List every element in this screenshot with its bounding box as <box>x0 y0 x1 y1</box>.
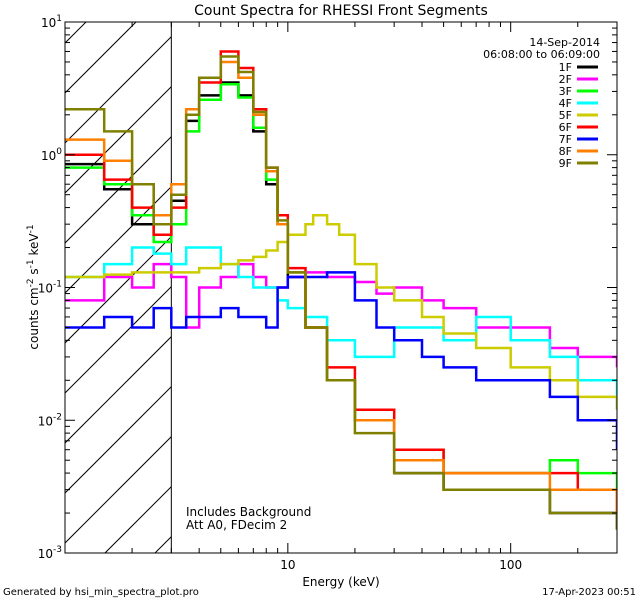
spectra-series <box>65 50 617 530</box>
y-tick-label: 10-1 <box>38 280 62 296</box>
legend-label-3F: 3F <box>559 85 572 98</box>
footer-generated-by: Generated by hsi_min_spectra_plot.pro <box>3 587 199 598</box>
footer-timestamp: 17-Apr-2023 00:51 <box>542 587 636 598</box>
x-tick-label: 10 <box>280 558 295 572</box>
legend-label-5F: 5F <box>559 109 572 122</box>
series-8F <box>65 60 617 513</box>
hatch-line <box>65 22 187 144</box>
series-5F <box>65 214 617 410</box>
hatch-line <box>65 22 137 94</box>
annotation-background: Includes Background <box>186 505 311 519</box>
legend-label-7F: 7F <box>559 133 572 146</box>
observation-date: 14-Sep-2014 <box>529 36 600 49</box>
x-tick-labels: 10 100 <box>280 558 522 572</box>
legend-label-6F: 6F <box>559 121 572 134</box>
series-7F <box>65 271 617 450</box>
series-9F <box>65 55 617 530</box>
y-axis-label: counts cm-2 s-1 keV-1 <box>26 224 41 349</box>
legend-label-8F: 8F <box>559 145 572 158</box>
legend-label-1F: 1F <box>559 61 572 74</box>
axis-ticks <box>64 21 618 554</box>
legend-label-2F: 2F <box>559 73 572 86</box>
x-axis-label: Energy (keV) <box>302 575 379 589</box>
series-4F <box>65 246 617 410</box>
y-tick-label: 100 <box>41 147 62 163</box>
y-tick-labels: 101 100 10-1 10-2 10-3 <box>38 14 63 561</box>
y-tick-label: 101 <box>41 14 62 30</box>
legend-label-4F: 4F <box>559 97 572 110</box>
y-tick-label: 10-2 <box>38 412 62 428</box>
legend-label-9F: 9F <box>559 157 572 170</box>
annotation-attenuator: Att A0, FDecim 2 <box>186 518 287 532</box>
x-tick-label: 100 <box>499 558 522 572</box>
y-tick-label: 10-3 <box>38 545 62 561</box>
chart-title: Count Spectra for RHESSI Front Segments <box>194 3 488 19</box>
observation-time-range: 06:08:00 to 06:09:00 <box>483 48 600 61</box>
